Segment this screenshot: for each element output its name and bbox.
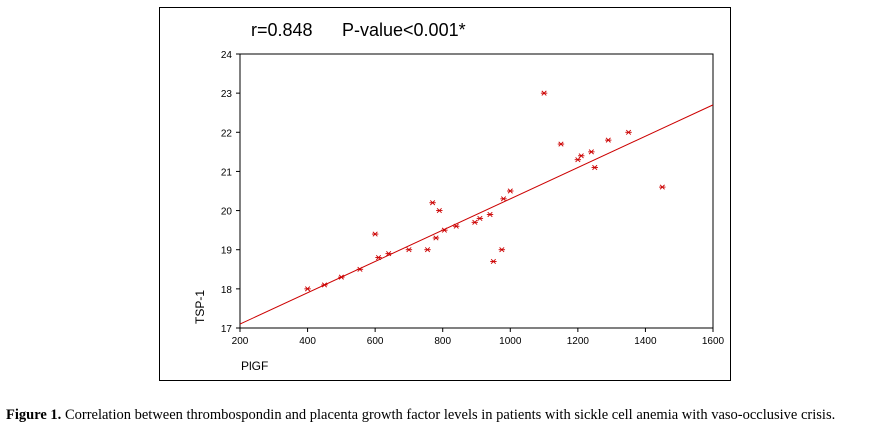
data-point: [424, 247, 431, 253]
data-point: [436, 207, 443, 214]
y-tick-label: 22: [221, 128, 233, 139]
figure-caption: Figure 1. Correlation between thrombospo…: [6, 407, 890, 424]
x-tick-label: 1600: [702, 336, 725, 347]
data-point: [356, 266, 364, 272]
data-point: [557, 141, 565, 147]
plot-area: [239, 53, 714, 329]
data-point: [507, 188, 514, 194]
data-point: [578, 153, 585, 159]
data-point: [498, 247, 506, 253]
data-point: [659, 184, 666, 190]
data-point: [605, 137, 612, 143]
regression-line: [239, 104, 714, 325]
x-tick-label: 1000: [499, 336, 522, 347]
data-point: [625, 129, 632, 135]
caption-label: Figure 1.: [6, 407, 62, 423]
y-tick-label: 19: [221, 246, 233, 257]
x-tick-label: 1200: [567, 336, 590, 347]
data-point: [371, 231, 379, 237]
data-point: [432, 235, 440, 241]
data-point: [453, 223, 460, 229]
data-points: [304, 90, 666, 292]
data-point: [304, 286, 311, 292]
y-tick-label: 23: [221, 89, 233, 100]
y-tick-label: 21: [221, 167, 233, 178]
data-point: [500, 196, 507, 202]
figure-frame: r=0.848 P-value<0.001* 200 400 600 800 1000 1…: [159, 7, 731, 381]
data-point: [471, 219, 479, 225]
x-tick-label: 600: [367, 336, 384, 347]
data-point: [405, 247, 413, 253]
data-point: [591, 164, 598, 171]
y-tick-label: 17: [221, 324, 233, 335]
caption-text: Correlation between thrombospondin and p…: [64, 407, 836, 423]
y-tick-label: 20: [221, 207, 233, 218]
correlation-coefficient: r=0.848: [251, 20, 313, 40]
regression-line-layer: [239, 104, 714, 325]
y-tick-label: 18: [221, 285, 233, 296]
axis-ticks: 200 400 600 800 1000 1200 1400 1600 17 18 19 20 21 22…: [221, 50, 725, 347]
data-point: [429, 200, 436, 206]
data-point: [321, 282, 328, 288]
x-tick-label: 400: [299, 336, 316, 347]
x-tick-label: 200: [232, 336, 249, 347]
data-point: [375, 254, 382, 261]
data-point: [588, 149, 595, 155]
x-tick-label: 800: [434, 336, 451, 347]
data-point: [490, 258, 497, 265]
data-point: [338, 274, 345, 280]
x-tick-label: 1400: [634, 336, 657, 347]
y-axis-label: TSP-1: [193, 290, 207, 324]
data-point: [385, 251, 392, 257]
data-point: [540, 90, 548, 96]
p-value: P-value<0.001*: [342, 20, 466, 40]
scatter-chart: r=0.848 P-value<0.001* 200 400 600 800 1000 1…: [193, 20, 725, 373]
y-tick-label: 24: [221, 50, 233, 61]
data-point: [476, 215, 484, 221]
data-point: [441, 227, 448, 233]
data-point: [486, 211, 494, 218]
data-point: [574, 157, 582, 163]
x-axis-label: PlGF: [241, 359, 268, 373]
